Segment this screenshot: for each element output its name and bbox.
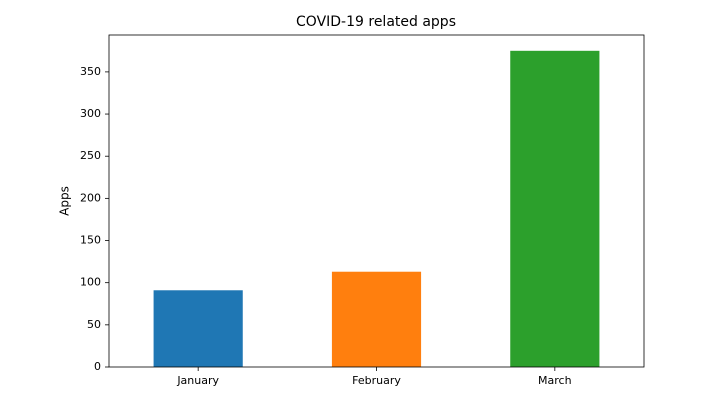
y-axis-label: Apps bbox=[58, 186, 72, 216]
y-tick-label: 100 bbox=[80, 276, 101, 289]
y-tick-label: 300 bbox=[80, 107, 101, 120]
y-tick-label: 0 bbox=[94, 360, 101, 373]
y-tick-label: 50 bbox=[87, 318, 101, 331]
y-tick-label: 200 bbox=[80, 191, 101, 204]
bar bbox=[331, 271, 422, 367]
y-tick-label: 150 bbox=[80, 234, 101, 247]
bar bbox=[153, 290, 243, 367]
y-tick-label: 350 bbox=[80, 65, 101, 78]
chart-title: COVID-19 related apps bbox=[296, 14, 456, 30]
plot-frame bbox=[108, 34, 645, 368]
x-tick-label: February bbox=[352, 374, 401, 387]
x-tick-label: January bbox=[176, 374, 219, 387]
y-tick-label: 250 bbox=[80, 149, 101, 162]
x-tick-label: March bbox=[538, 374, 572, 387]
bar bbox=[510, 50, 600, 368]
